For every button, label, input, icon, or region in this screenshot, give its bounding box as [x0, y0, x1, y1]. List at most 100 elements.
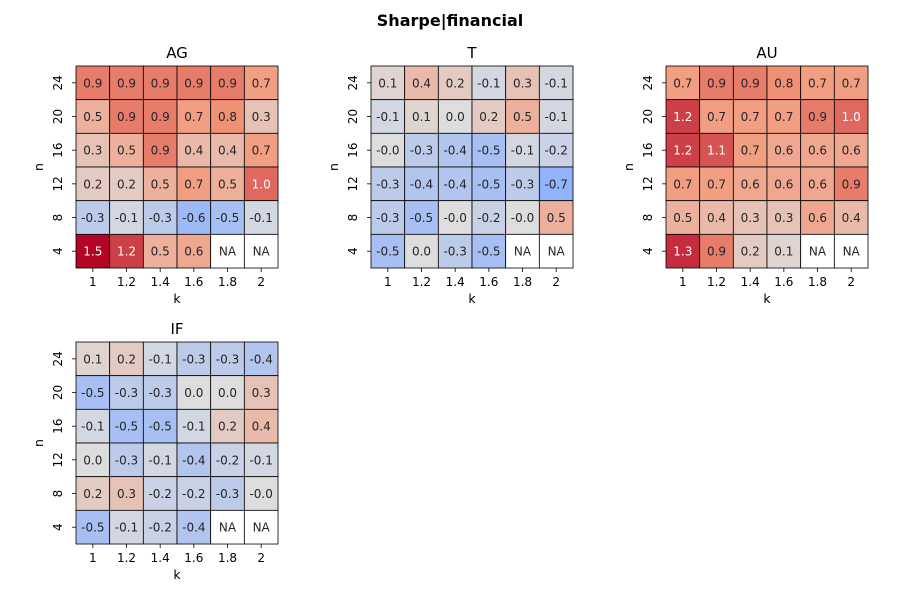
- cell-label: 0.2: [741, 245, 760, 259]
- x-tick-label: 1: [89, 551, 97, 565]
- cell-label: NA: [219, 245, 237, 259]
- x-tick-label: 1.8: [513, 275, 532, 289]
- heatmap-cell: [109, 408, 144, 444]
- cell-label: -0.4: [182, 453, 205, 467]
- cell-label: 0.9: [117, 110, 136, 124]
- cell-label: 0.8: [774, 76, 793, 90]
- cell-label: 0.6: [774, 177, 793, 191]
- heatmap-cell: [665, 65, 701, 101]
- y-tick-label: 20: [51, 109, 65, 124]
- heatmap-cell: [142, 442, 178, 478]
- x-tick-label: 2: [257, 275, 265, 289]
- cell-label: -0.5: [410, 211, 433, 225]
- cell-label: -0.1: [511, 144, 534, 158]
- cell-label: -0.3: [216, 352, 239, 366]
- y-tick-label: 8: [641, 214, 655, 222]
- panel-title: T: [466, 44, 477, 62]
- x-tick-label: 1.4: [151, 275, 170, 289]
- cell-label: 0.4: [707, 211, 726, 225]
- cell-label: -0.1: [544, 110, 567, 124]
- cell-label: -0.3: [115, 453, 138, 467]
- heatmap-panel-t: T 0.1 0.4 0.2 -0.1 0.3 -0.1 -0.1 0.1 0.0 0.2 0.5 -0.…: [326, 44, 574, 306]
- x-tick-label: 1.8: [808, 275, 827, 289]
- cell-label: -0.4: [182, 521, 205, 535]
- heatmap-cell: [471, 166, 507, 202]
- cell-label: 0.6: [184, 245, 203, 259]
- cell-label: 0.7: [774, 110, 793, 124]
- cell-label: -0.5: [115, 420, 138, 434]
- x-tick-label: 1.4: [446, 275, 465, 289]
- cell-label: -0.7: [544, 177, 567, 191]
- heatmap-cell: [176, 99, 212, 134]
- cell-label: 0.1: [378, 76, 397, 90]
- x-tick-label: 1.4: [741, 275, 760, 289]
- cell-label: -0.5: [81, 386, 104, 400]
- x-tick-label: 1.6: [774, 275, 793, 289]
- figure-title: Sharpe|financial: [377, 11, 523, 31]
- heatmap-cell: [243, 233, 279, 269]
- heatmap-cell: [471, 200, 507, 235]
- cell-label: 0.9: [707, 245, 726, 259]
- y-axis-label: n: [326, 163, 341, 171]
- cell-label: 0.7: [673, 76, 692, 90]
- cell-label: -0.5: [216, 211, 239, 225]
- x-axis-label: k: [173, 291, 181, 306]
- heatmap-cell: [800, 132, 835, 168]
- x-tick-label: 1.6: [184, 551, 203, 565]
- panel-title: AU: [756, 44, 777, 62]
- cell-label: NA: [548, 245, 566, 259]
- y-tick-label: 24: [51, 351, 65, 366]
- heatmap-cell: [210, 509, 245, 545]
- heatmap-cell: [210, 375, 245, 410]
- heatmap-cell: [699, 65, 734, 101]
- heatmap-cell: [538, 200, 574, 235]
- cell-label: 0.4: [412, 76, 431, 90]
- cell-label: -0.4: [249, 352, 272, 366]
- cell-label: 0.0: [184, 386, 203, 400]
- heatmap-cell: [176, 132, 212, 168]
- cell-label: 0.5: [547, 211, 566, 225]
- cell-label: 1.2: [117, 245, 136, 259]
- heatmap-cell: [833, 233, 869, 269]
- cell-label: 0.0: [412, 245, 431, 259]
- cell-label: -0.2: [148, 487, 171, 501]
- cell-label: 0.3: [117, 487, 136, 501]
- heatmap-cell: [109, 341, 144, 377]
- cell-label: 0.4: [842, 211, 861, 225]
- heatmap-cell: [243, 99, 279, 134]
- heatmap-cell: [75, 166, 111, 202]
- cell-label: -0.2: [544, 144, 567, 158]
- heatmap-cell: [142, 476, 178, 511]
- cell-label: 0.9: [218, 76, 237, 90]
- cell-label: 0.3: [774, 211, 793, 225]
- heatmap-cell: [243, 200, 279, 235]
- heatmap-cell: [109, 442, 144, 478]
- heatmap-cell: [732, 65, 768, 101]
- cell-label: 0.3: [252, 386, 271, 400]
- heatmap-panel-if: IF 0.1 0.2 -0.1 -0.3 -0.3 -0.4 -0.5 -0.3 -0.3 0.0 0…: [31, 320, 279, 582]
- cell-label: -0.5: [148, 420, 171, 434]
- cell-label: -0.5: [81, 521, 104, 535]
- cell-label: -0.1: [477, 76, 500, 90]
- cell-label: 0.3: [83, 144, 102, 158]
- cell-label: 0.9: [741, 76, 760, 90]
- heatmap-cell: [665, 132, 701, 168]
- cell-label: 0.9: [707, 76, 726, 90]
- cell-label: NA: [253, 245, 271, 259]
- heatmap-cell: [370, 65, 406, 101]
- heatmap-cell: [370, 200, 406, 235]
- cell-label: 0.9: [83, 76, 102, 90]
- heatmap-cell: [210, 166, 245, 202]
- cell-label: -0.3: [81, 211, 104, 225]
- cell-label: -0.1: [115, 521, 138, 535]
- heatmap-cell: [370, 166, 406, 202]
- cell-label: 0.9: [842, 177, 861, 191]
- y-tick-label: 12: [51, 452, 65, 467]
- cell-label: 1.3: [673, 245, 692, 259]
- cell-label: 1.2: [673, 144, 692, 158]
- heatmap-cell: [243, 132, 279, 168]
- x-tick-label: 2: [552, 275, 560, 289]
- heatmap-cell: [109, 65, 144, 101]
